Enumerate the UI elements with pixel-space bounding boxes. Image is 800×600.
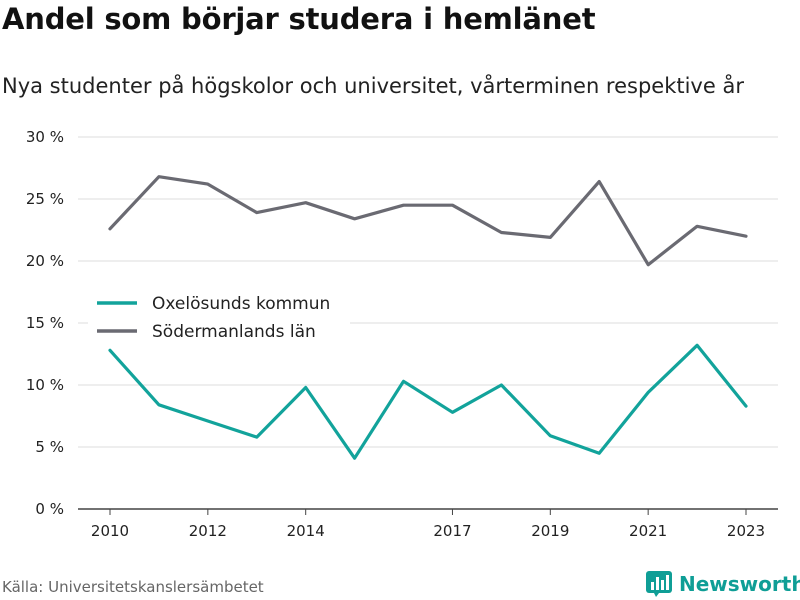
y-tick-label: 30 % (26, 128, 64, 146)
legend-item-sodermanlands-lan: Södermanlands län (152, 322, 316, 342)
y-axis: 0 % 5 % 10 % 15 % 20 % 25 % 30 % (26, 128, 64, 518)
y-tick-label: 25 % (26, 190, 64, 208)
chart-subtitle: Nya studenter på högskolor och universit… (2, 74, 744, 98)
chart-title: Andel som börjar studera i hemlänet (2, 2, 596, 36)
x-tick-label: 2010 (91, 522, 129, 540)
x-tick-label: 2021 (629, 522, 667, 540)
x-axis: 2010 2012 2014 2017 2019 2021 2023 (91, 509, 765, 540)
brand-logo: Newsworthy (645, 568, 800, 600)
series-lines (108, 175, 748, 460)
source-note: Källa: Universitetskanslersämbetet (2, 578, 264, 596)
y-tick-label: 5 % (35, 438, 64, 456)
x-tick-label: 2023 (727, 522, 765, 540)
y-tick-label: 10 % (26, 376, 64, 394)
legend-item-oxelosunds-kommun: Oxelösunds kommun (152, 294, 330, 314)
grid-lines (78, 136, 778, 510)
x-tick-label: 2019 (531, 522, 569, 540)
legend: Oxelösunds kommun Södermanlands län (88, 288, 350, 348)
x-tick-label: 2012 (189, 522, 227, 540)
y-tick-label: 20 % (26, 252, 64, 270)
y-tick-label: 0 % (35, 500, 64, 518)
y-tick-label: 15 % (26, 314, 64, 332)
series-line-sodermanlands-lan (108, 175, 748, 267)
series-line-oxelosunds-kommun (108, 343, 748, 460)
x-tick-label: 2017 (433, 522, 471, 540)
x-tick-label: 2014 (287, 522, 325, 540)
brand-name: Newsworthy (679, 572, 800, 596)
bar-chart-logo-icon (646, 571, 672, 597)
legend-background (88, 288, 350, 348)
